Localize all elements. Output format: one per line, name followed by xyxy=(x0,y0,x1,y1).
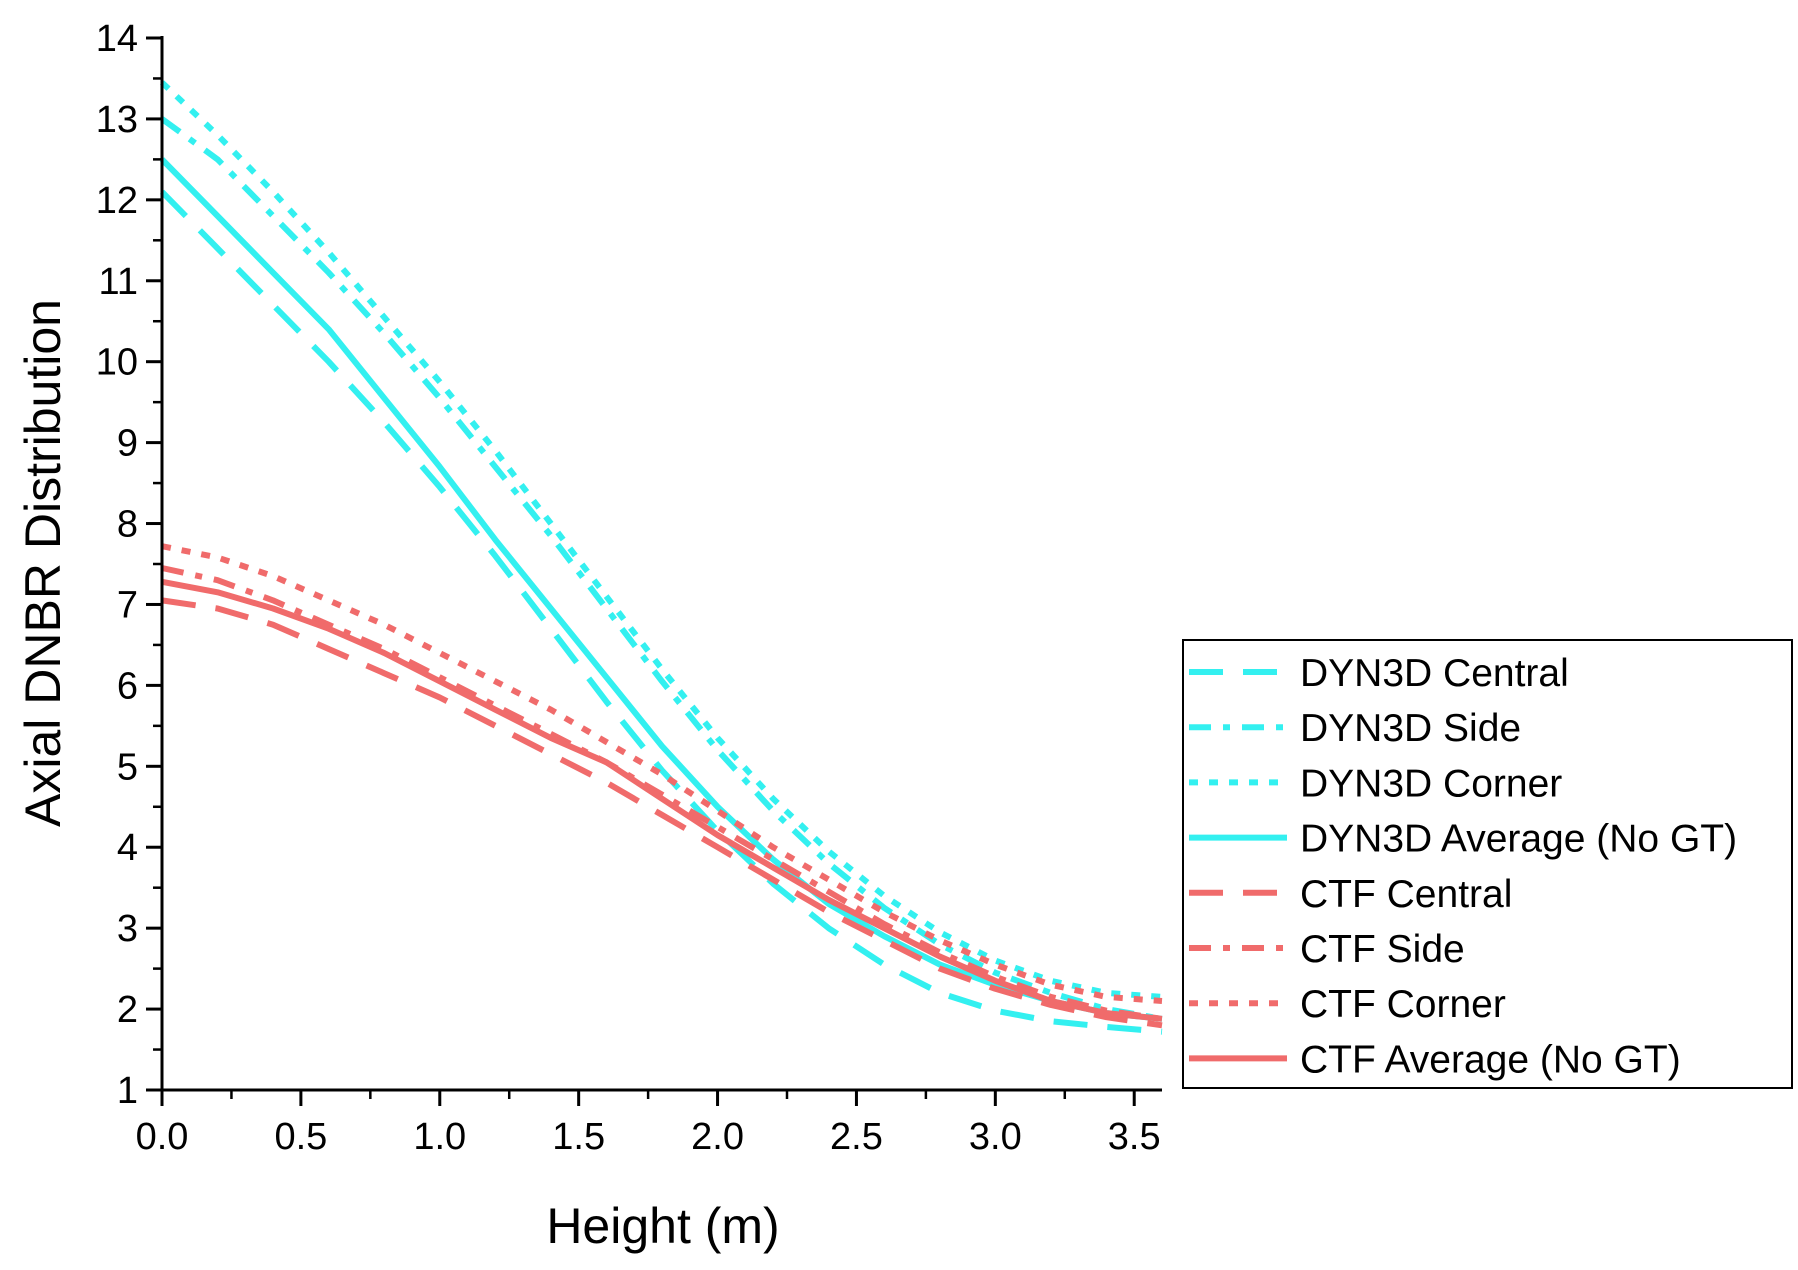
legend-label: DYN3D Average (No GT) xyxy=(1300,818,1737,861)
legend-label: CTF Average (No GT) xyxy=(1300,1038,1681,1081)
series-line-dyn3d-side xyxy=(160,116,1163,1022)
legend-label: DYN3D Side xyxy=(1300,707,1521,750)
x-tick-label: 1.5 xyxy=(552,1116,605,1158)
y-tick-label: 2 xyxy=(117,989,138,1031)
legend-label: CTF Central xyxy=(1300,873,1512,916)
legend-box xyxy=(1182,639,1793,1089)
x-tick-label: 1.0 xyxy=(413,1116,466,1158)
y-tick-label: 13 xyxy=(96,99,138,141)
legend-label: CTF Side xyxy=(1300,928,1465,971)
y-tick-label: 6 xyxy=(117,665,138,707)
y-tick-label: 9 xyxy=(117,423,138,465)
y-tick-label: 3 xyxy=(117,908,138,950)
y-tick-label: 4 xyxy=(117,827,138,869)
series-line-dyn3d-central xyxy=(159,189,1163,1035)
x-tick-label: 3.5 xyxy=(1108,1116,1161,1158)
y-tick-label: 14 xyxy=(96,18,138,60)
x-tick-label: 0.5 xyxy=(274,1116,327,1158)
y-tick-label: 12 xyxy=(96,180,138,222)
y-tick-label: 1 xyxy=(117,1070,138,1112)
x-tick-label: 0.0 xyxy=(136,1116,189,1158)
legend-label: DYN3D Corner xyxy=(1300,762,1562,805)
y-tick-label: 11 xyxy=(99,261,138,303)
series-line-ctf-central xyxy=(161,597,1163,1029)
y-tick-label: 5 xyxy=(117,746,138,788)
y-tick-label: 8 xyxy=(117,504,138,546)
series-line-ctf-side xyxy=(161,565,1163,1022)
plot-lines xyxy=(159,80,1163,1035)
x-axis-title: Height (m) xyxy=(546,1198,779,1254)
y-tick-label: 10 xyxy=(96,342,138,384)
y-tick-label: 7 xyxy=(117,584,138,626)
legend: DYN3D Central DYN3D Side DYN3D Corner DYN3D… xyxy=(1182,639,1793,1089)
legend-label: CTF Corner xyxy=(1300,983,1506,1026)
series-line-dyn3d-average-no-gt xyxy=(159,157,1163,1022)
x-tick-label: 2.5 xyxy=(830,1116,883,1158)
legend-label: DYN3D Central xyxy=(1300,652,1569,695)
y-axis-title: Axial DNBR Distribution xyxy=(15,299,71,827)
series-line-ctf-average-no-gt xyxy=(161,578,1163,1022)
x-tick-label: 2.0 xyxy=(691,1116,744,1158)
x-tick-label: 3.0 xyxy=(969,1116,1022,1158)
